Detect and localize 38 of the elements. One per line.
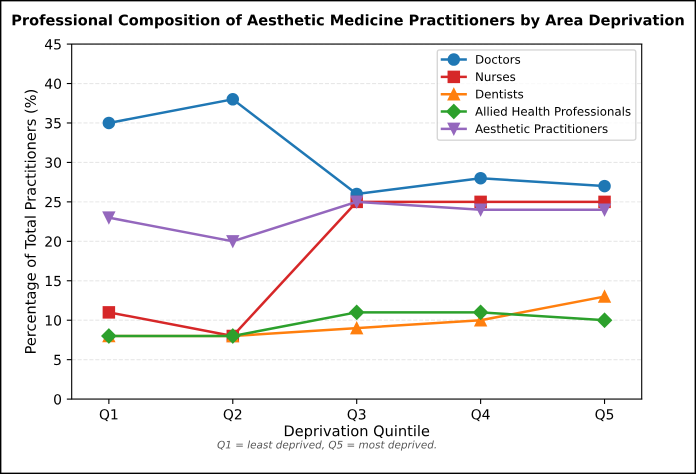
chart-title: Professional Composition of Aesthetic Medicine Practitioners by Area Deprivation [12, 14, 684, 28]
point [473, 304, 488, 320]
y-tick-label: 20 [45, 236, 62, 247]
y-tick-label: 10 [46, 315, 62, 326]
point [596, 312, 612, 328]
point [598, 290, 611, 303]
y-tick-label: 5 [54, 354, 61, 366]
point [598, 204, 611, 216]
y-tick-label: 0 [54, 394, 62, 405]
x-axis-title: Deprivation Quintile [284, 425, 430, 440]
point [598, 180, 611, 192]
point [474, 204, 487, 216]
point [102, 306, 116, 319]
y-tick-label: 35 [45, 118, 61, 128]
x-tick-label: Q3 [348, 409, 366, 422]
x-tick-label: Q1 [100, 409, 118, 422]
y-tick-label: 30 [45, 157, 62, 168]
point [349, 304, 364, 320]
x-tick-label: Q5 [595, 409, 614, 422]
legend-label: Allied Health Professionals [475, 106, 631, 116]
x-tick-label: Q4 [472, 409, 490, 422]
legend-label: Aesthetic Practitioners [475, 124, 608, 134]
point [102, 211, 116, 224]
y-tick-label: 40 [44, 78, 62, 90]
y-tick-label: 15 [46, 276, 61, 286]
point [474, 172, 487, 184]
point [226, 93, 240, 106]
y-axis-title: Percentage of Total Practitioners (%) [24, 90, 39, 353]
text: Q1 = least deprived, Q5 = most deprived. [217, 440, 436, 451]
legend-label: Nurses [476, 72, 516, 82]
y-tick-label: 25 [45, 196, 61, 208]
point [226, 235, 240, 248]
legend-label: Doctors [476, 55, 520, 64]
point [102, 116, 116, 130]
x-tick-label: Q2 [224, 409, 242, 422]
legend-label: Dentists [476, 89, 524, 98]
point [350, 322, 363, 334]
y-tick-label: 45 [44, 39, 61, 50]
